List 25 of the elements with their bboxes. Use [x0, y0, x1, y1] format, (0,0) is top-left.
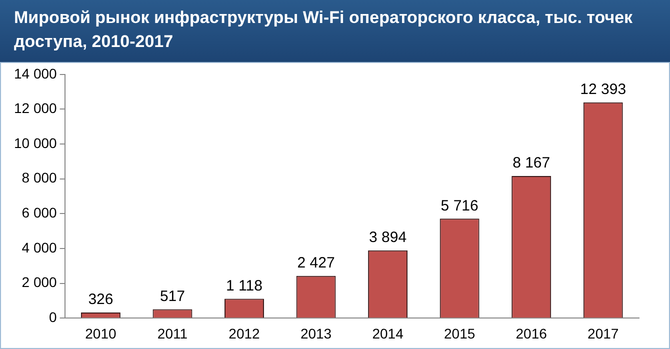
y-tick-label: 8 000 — [22, 170, 58, 186]
y-tick-label: 6 000 — [22, 204, 58, 221]
data-label: 5 716 — [440, 197, 478, 214]
y-tick-label: 12 000 — [14, 100, 58, 116]
x-tick-label: 2012 — [228, 325, 260, 342]
data-label: 2 427 — [297, 254, 335, 272]
data-label: 326 — [88, 291, 114, 308]
data-label: 8 167 — [512, 154, 550, 172]
data-label: 1 118 — [226, 277, 262, 294]
chart-title: Мировой рынок инфраструктуры Wi-Fi операторского класса, тыс. точек доступа, 2010-2017 — [0, 0, 670, 62]
x-tick-label: 2016 — [516, 325, 548, 342]
x-tick-label: 2011 — [157, 325, 188, 342]
y-tick-label: 4 000 — [22, 239, 58, 256]
data-label: 3 894 — [369, 229, 407, 246]
x-tick-label: 2014 — [372, 325, 404, 342]
y-tick-label: 2 000 — [22, 274, 58, 290]
x-tick-label: 2010 — [85, 325, 116, 342]
y-tick-label: 0 — [49, 309, 58, 326]
x-tick-label: 2015 — [444, 325, 476, 342]
x-tick-label: 2013 — [300, 325, 332, 342]
y-tick-label: 10 000 — [14, 134, 58, 151]
data-label: 12 393 — [580, 81, 626, 98]
data-label: 517 — [160, 288, 185, 305]
x-tick-label: 2017 — [588, 325, 619, 342]
y-tick-label: 14 000 — [14, 65, 58, 82]
